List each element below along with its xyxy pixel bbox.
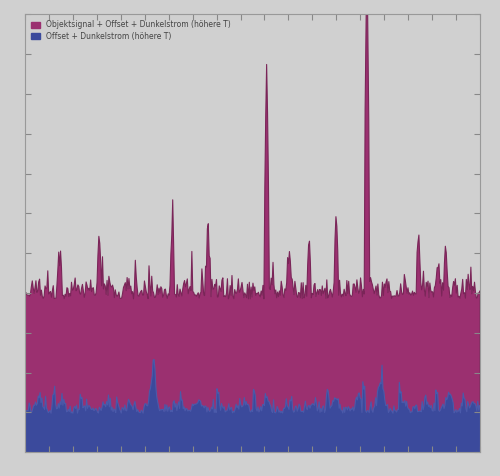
Legend: Objektsignal + Offset + Dunkelstrom (höhere T), Offset + Dunkelstrom (höhere T): Objektsignal + Offset + Dunkelstrom (höh… — [29, 18, 234, 43]
